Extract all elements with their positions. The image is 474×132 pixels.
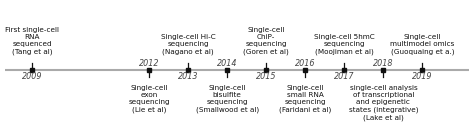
Text: Single-cell Hi-C
sequencing
(Nagano et al): Single-cell Hi-C sequencing (Nagano et a… xyxy=(161,34,216,55)
Text: Single-cell
small RNA
sequencing
(Faridani et al): Single-cell small RNA sequencing (Farida… xyxy=(279,85,331,113)
Text: 2009: 2009 xyxy=(22,72,42,81)
Text: Single-cell 5hmC
sequencing
(Moojiman et al): Single-cell 5hmC sequencing (Moojiman et… xyxy=(314,34,375,55)
Text: single-cell analysis
of transcriptional
and epigenetic
states (integrative)
(Lak: single-cell analysis of transcriptional … xyxy=(349,85,418,121)
Text: 2016: 2016 xyxy=(295,59,316,68)
Text: 2018: 2018 xyxy=(373,59,393,68)
Text: 2013: 2013 xyxy=(178,72,199,81)
Text: Single-cell
ChiP-
sequencing
(Goren et al): Single-cell ChiP- sequencing (Goren et a… xyxy=(244,27,289,55)
Text: Single-cell
exon
sequencing
(Lie et al): Single-cell exon sequencing (Lie et al) xyxy=(128,85,170,113)
Text: 2019: 2019 xyxy=(412,72,433,81)
Text: 2014: 2014 xyxy=(217,59,237,68)
Text: First single-cell
RNA
sequenced
(Tang et al): First single-cell RNA sequenced (Tang et… xyxy=(5,27,59,55)
Text: Single-cell
multimodel omics
(Guoquaing et a.): Single-cell multimodel omics (Guoquaing … xyxy=(390,34,455,55)
Text: 2015: 2015 xyxy=(256,72,276,81)
Text: Single-cell
bisulfite
sequencing
(Smallwood et al): Single-cell bisulfite sequencing (Smallw… xyxy=(196,85,259,113)
Text: 2012: 2012 xyxy=(139,59,159,68)
Text: 2017: 2017 xyxy=(334,72,355,81)
